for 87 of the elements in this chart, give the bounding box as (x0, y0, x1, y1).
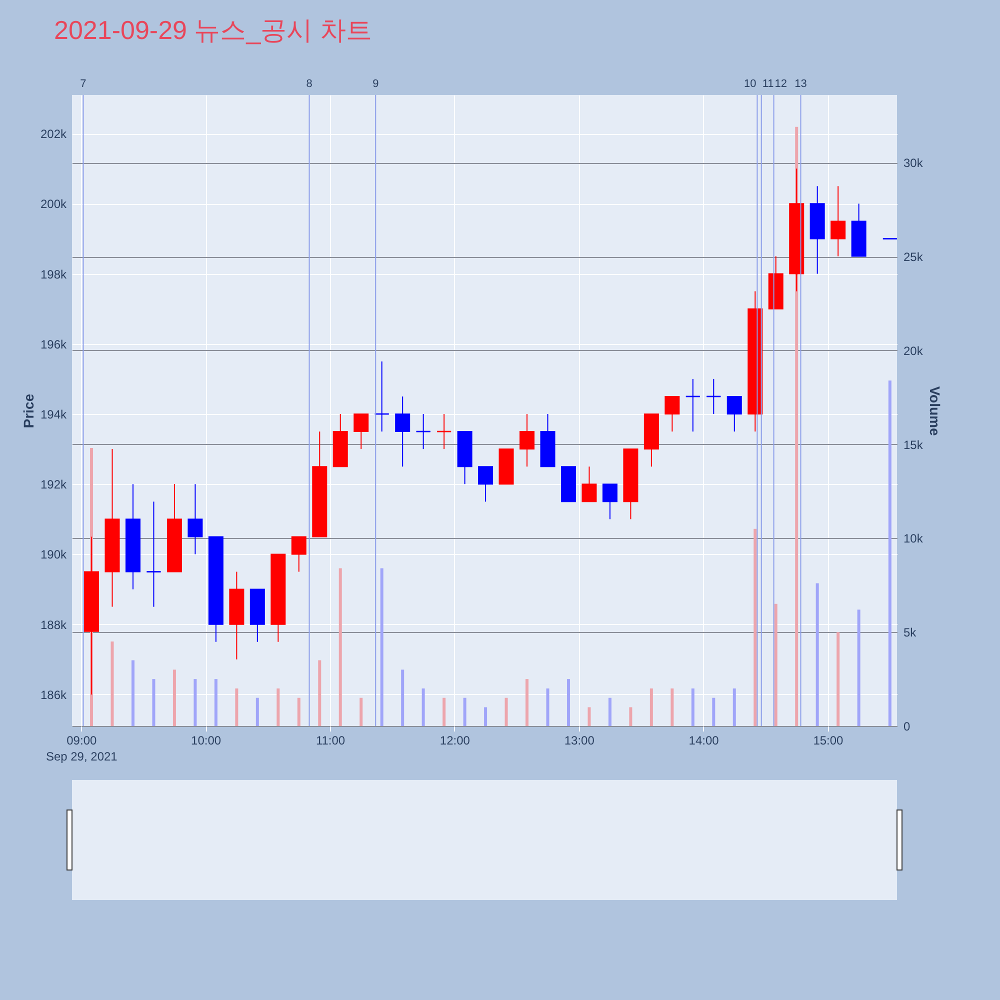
y-tick-label: 192k (40, 478, 68, 492)
x-tick-label: 11:00 (316, 734, 346, 748)
bar (360, 698, 363, 726)
y2-tick-label: 30k (904, 156, 924, 170)
bar (256, 698, 259, 726)
bar (670, 688, 674, 726)
bar (152, 679, 156, 726)
bar (712, 698, 716, 726)
y2-tick-label: 10k (904, 532, 924, 546)
y2-tick-label: 15k (904, 438, 924, 452)
ref-line-label: 7 (80, 78, 86, 90)
bar (214, 679, 218, 726)
ref-line-label: 12 (774, 78, 788, 90)
bar (691, 688, 694, 726)
ref-line-label: 11 (762, 78, 774, 90)
bar (566, 679, 570, 726)
candlestick (685, 378, 700, 432)
bar (754, 528, 757, 726)
bar (297, 698, 300, 726)
candlestick (146, 501, 162, 608)
bar (816, 583, 819, 726)
bar (276, 688, 280, 726)
bar (463, 698, 466, 726)
candlestick (291, 536, 306, 572)
ref-line-label: 8 (306, 78, 312, 90)
y2-tick-label: 5k (904, 626, 918, 640)
candlestick (582, 466, 597, 502)
bar (318, 660, 322, 726)
bar (888, 380, 892, 726)
bar (131, 660, 134, 726)
y-tick-label: 194k (40, 408, 68, 422)
bar (194, 679, 197, 726)
bar (442, 698, 446, 726)
bar (484, 707, 488, 726)
bar (504, 698, 508, 726)
candlestick (830, 186, 846, 257)
candlestick (478, 466, 494, 502)
bar (526, 679, 529, 726)
chart-title: 2021-09-29 뉴스_공시 차트 (54, 15, 372, 45)
bar (380, 568, 384, 726)
bar (235, 688, 238, 726)
y-tick-label: 200k (40, 197, 68, 212)
ref-line-label: 13 (794, 78, 807, 90)
bar (546, 688, 550, 726)
ref-line-label: 9 (372, 78, 379, 90)
bar (110, 641, 114, 726)
y-tick-label: 202k (40, 127, 68, 142)
bar (857, 610, 860, 726)
y2-axis-title: Volume (926, 386, 943, 436)
bar (422, 688, 425, 726)
candlestick (416, 414, 431, 450)
candlestick (188, 484, 203, 555)
candlestick (664, 396, 680, 432)
bar (401, 670, 404, 726)
candlestick (520, 414, 535, 468)
y2-tick-label: 0 (904, 720, 910, 734)
ref-line-label: 10 (744, 78, 756, 90)
candlestick (436, 414, 452, 450)
x-tick-label: 09:00 Sep 29, 2021 (46, 734, 118, 764)
x-tick-label: 10:00 (191, 734, 222, 748)
y-axis-title: Price (20, 394, 36, 428)
bar (629, 707, 632, 726)
y2-tick-label: 20k (904, 344, 924, 358)
candlestick (602, 484, 618, 520)
candlestick (374, 360, 390, 432)
y-tick-label: 190k (40, 548, 68, 562)
y-tick-label: 196k (40, 337, 68, 352)
candlestick (395, 396, 410, 468)
candlestick (726, 396, 742, 432)
bar (338, 568, 342, 726)
bar (774, 604, 778, 726)
x-tick-label: 15:00 (813, 734, 844, 748)
bar (608, 698, 612, 726)
candlestick (354, 414, 369, 450)
bar (588, 707, 591, 726)
bar (650, 688, 653, 726)
candlestick (706, 378, 722, 415)
y-tick-label: 188k (40, 618, 68, 632)
y2-tick-label: 25k (904, 250, 924, 264)
x-tick-label: 14:00 (688, 734, 720, 748)
x-tick-label: 13:00 (564, 734, 595, 748)
x-tick-label: 12:00 (440, 734, 470, 748)
bar (172, 670, 176, 726)
bar (836, 632, 840, 726)
bar (732, 688, 736, 726)
y-tick-label: 198k (40, 267, 68, 282)
y-tick-label: 186k (40, 688, 68, 702)
